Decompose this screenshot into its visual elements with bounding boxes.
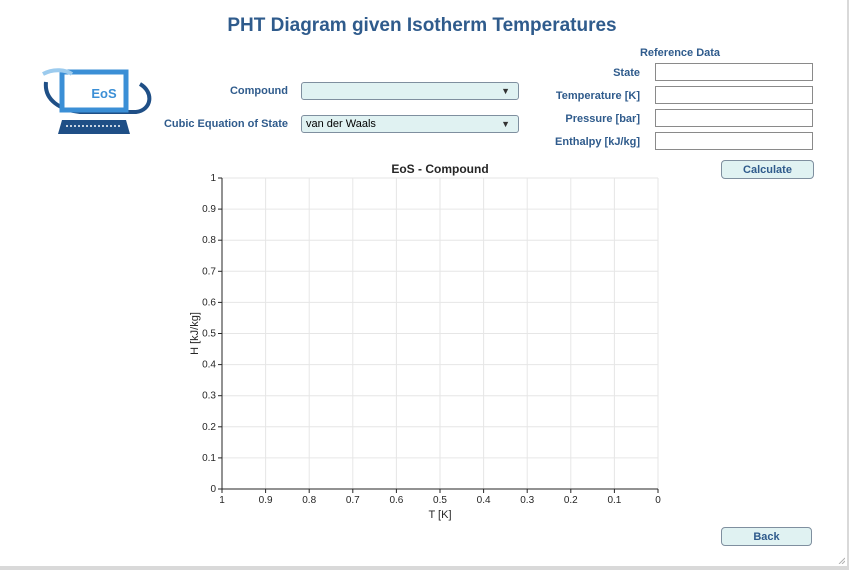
x-tick-label: 0.4 <box>477 495 491 506</box>
y-tick-label: 0.5 <box>202 329 216 340</box>
chevron-down-icon: ▼ <box>501 119 510 129</box>
x-tick-label: 0.6 <box>389 495 403 506</box>
state-field[interactable] <box>655 63 813 81</box>
reference-heading: Reference Data <box>639 47 721 59</box>
x-tick-label: 0.1 <box>607 495 621 506</box>
back-button[interactable]: Back <box>721 527 812 546</box>
y-tick-label: 0.4 <box>202 360 216 371</box>
x-tick-label: 0.5 <box>433 495 447 506</box>
eos-label: Cubic Equation of State <box>163 118 288 130</box>
y-tick-label: 0.3 <box>202 391 216 402</box>
x-tick-label: 0 <box>655 495 661 506</box>
y-tick-label: 0.7 <box>202 266 216 277</box>
calculate-button[interactable]: Calculate <box>721 160 814 179</box>
eos-logo: EoS <box>42 68 152 134</box>
x-tick-label: 1 <box>219 495 225 506</box>
x-tick-label: 0.2 <box>564 495 578 506</box>
x-tick-label: 0.8 <box>302 495 316 506</box>
logo-text: EoS <box>91 86 117 101</box>
chart-title: EoS - Compound <box>391 162 488 176</box>
y-tick-label: 0.6 <box>202 297 216 308</box>
temperature-label: Temperature [K] <box>555 90 640 102</box>
compound-label: Compound <box>229 85 288 97</box>
y-axis-label: H [kJ/kg] <box>189 312 201 355</box>
x-tick-label: 0.3 <box>520 495 534 506</box>
x-tick-label: 0.7 <box>346 495 360 506</box>
y-tick-label: 0.9 <box>202 204 216 215</box>
y-tick-label: 1 <box>210 173 216 184</box>
compound-dropdown[interactable]: ▼ <box>301 82 519 100</box>
y-tick-label: 0.8 <box>202 235 216 246</box>
resize-grip-icon[interactable] <box>837 556 845 564</box>
pressure-field[interactable] <box>655 109 813 127</box>
enthalpy-label: Enthalpy [kJ/kg] <box>555 136 640 148</box>
y-tick-label: 0.2 <box>202 422 216 433</box>
y-tick-label: 0 <box>210 484 216 495</box>
x-axis-label: T [K] <box>428 509 451 521</box>
pressure-label: Pressure [bar] <box>565 113 640 125</box>
page-title: PHT Diagram given Isotherm Temperatures <box>227 15 617 36</box>
x-tick-label: 0.9 <box>259 495 273 506</box>
state-label: State <box>613 67 640 79</box>
y-tick-label: 0.1 <box>202 453 216 464</box>
eos-dropdown[interactable]: van der Waals ▼ <box>301 115 519 133</box>
temperature-field[interactable] <box>655 86 813 104</box>
chevron-down-icon: ▼ <box>501 86 510 96</box>
eos-value: van der Waals <box>306 118 376 130</box>
enthalpy-field[interactable] <box>655 132 813 150</box>
